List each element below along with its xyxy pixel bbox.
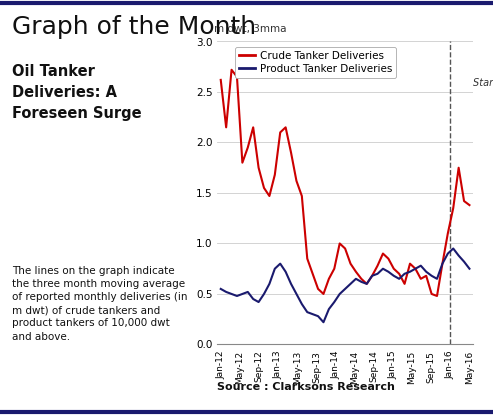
Text: The lines on the graph indicate
the three month moving average
of reported month: The lines on the graph indicate the thre… xyxy=(12,266,188,342)
Legend: Crude Tanker Deliveries, Product Tanker Deliveries: Crude Tanker Deliveries, Product Tanker … xyxy=(235,47,396,78)
Text: Oil Tanker
Deliveries: A
Foreseen Surge: Oil Tanker Deliveries: A Foreseen Surge xyxy=(12,64,142,121)
Text: Graph of the Month: Graph of the Month xyxy=(12,15,256,39)
Text: m dwt, 3mma: m dwt, 3mma xyxy=(214,24,287,34)
Text: Start of 2016: Start of 2016 xyxy=(473,78,493,88)
Text: Source : Clarksons Research: Source : Clarksons Research xyxy=(217,382,394,392)
